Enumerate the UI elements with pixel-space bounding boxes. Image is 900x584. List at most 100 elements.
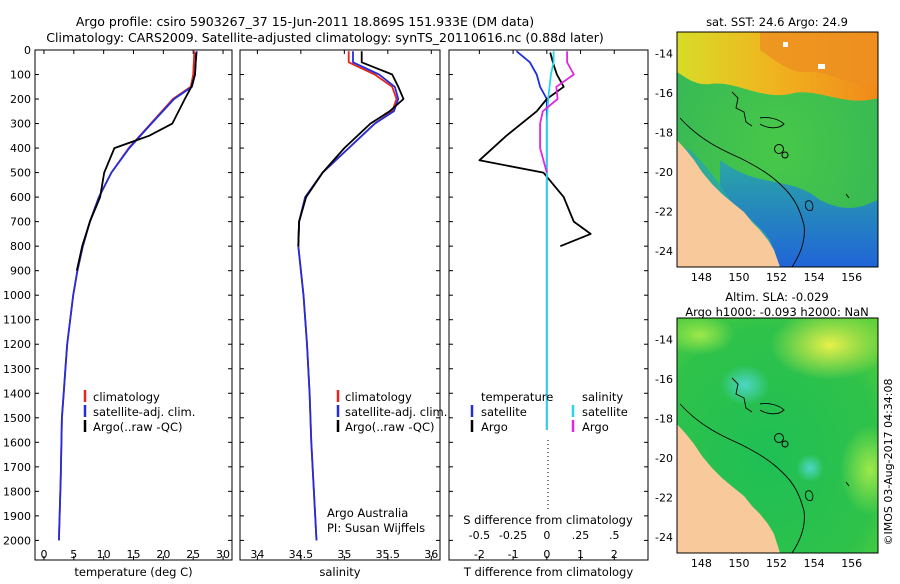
- legend-label-climatology: climatology: [345, 390, 412, 404]
- temperature-panel-legend: climatology satellite-adj. clim. Argo(..…: [83, 390, 195, 434]
- map-x-tick-label: 154: [804, 271, 825, 284]
- series-line-temperature-argo: [478, 52, 592, 248]
- series-line-salinity-argo: [539, 51, 575, 173]
- legend-label-argo: Argo(..raw -QC): [345, 420, 435, 434]
- sst-map-title: sat. SST: 24.6 Argo: 24.9: [706, 15, 848, 29]
- sst-cloud-gap: [783, 42, 788, 47]
- x-tick-label: 25: [186, 548, 200, 561]
- x-tick-label: 36: [424, 548, 438, 561]
- difference-panel-frame: [448, 49, 649, 561]
- map-x-tick-label: 150: [728, 557, 749, 570]
- sla-argo-marker: [774, 433, 784, 443]
- series-line-argo-raw-qc-: [297, 51, 405, 247]
- sla-reef-outline: [731, 377, 785, 415]
- sla-argo-marker-outer: [781, 440, 789, 448]
- x-axis-label: temperature (deg C): [74, 565, 192, 579]
- x-axis-label: salinity: [319, 565, 360, 579]
- series-line-satellite-adj-clim-: [58, 51, 198, 541]
- sst-shelf-contour: [679, 117, 805, 267]
- panel-series-group: [58, 51, 198, 541]
- salinity-panel-legend: climatology satellite-adj. clim. Argo(..…: [336, 390, 447, 434]
- sla-shelf-contour: [679, 403, 805, 553]
- sla-map-subtitle: Argo h1000: -0.093 h2000: NaN: [685, 305, 869, 319]
- y-tick-label: 1800: [3, 485, 31, 498]
- credit-pi: PI: Susan Wijffels: [327, 521, 425, 535]
- x-axis-label: T difference from climatology: [463, 565, 634, 579]
- salinity-diff-tick-label: 0: [543, 529, 550, 542]
- sst-reef-patch: [805, 193, 850, 211]
- salinity-diff-tick-label: .25: [572, 529, 590, 542]
- sla-land: [677, 424, 780, 553]
- map-x-tick-label: 152: [766, 271, 787, 284]
- series-line-salinity-satellite: [545, 51, 555, 430]
- legend-label-salinity-argo: Argo: [582, 420, 609, 434]
- figure-title-line1: Argo profile: csiro 5903267_37 15-Jun-20…: [76, 14, 534, 29]
- sla-map-frame: [676, 317, 879, 554]
- credit-organisation: Argo Australia: [327, 506, 408, 520]
- y-tick-label: 900: [10, 265, 31, 278]
- y-tick-label: 0: [24, 44, 31, 57]
- sst-warm-core: [760, 32, 878, 84]
- legend-label-salinity-satellite: satellite: [582, 405, 628, 419]
- series-line-temperature-satellite: [515, 50, 548, 430]
- sla-high-region: [840, 425, 878, 515]
- y-tick-label: 1400: [3, 387, 31, 400]
- x-tick-label: 35.5: [376, 548, 401, 561]
- sla-map: [677, 318, 878, 553]
- sla-map-title: Altim. SLA: -0.029: [725, 290, 829, 304]
- y-tick-label: 1900: [3, 510, 31, 523]
- map-x-tick-label: 148: [691, 557, 712, 570]
- sst-map: [677, 32, 878, 267]
- map-y-tick-label: -18: [655, 127, 673, 140]
- legend-label-temperature-satellite: satellite: [481, 405, 527, 419]
- figure-title-line2: Climatology: CARS2009. Satellite-adjuste…: [46, 30, 603, 45]
- y-tick-label: 100: [10, 69, 31, 82]
- y-tick-label: 1700: [3, 461, 31, 474]
- sst-cloud-gap: [818, 64, 825, 69]
- profile-lines-layer: [58, 50, 592, 541]
- x-tick-label: 34.5: [289, 548, 314, 561]
- series-line-climatology: [58, 51, 196, 541]
- x-tick-label: 0: [543, 548, 550, 561]
- legend-label-satellite-adj: satellite-adj. clim.: [93, 405, 195, 419]
- map-x-tick-label: 156: [841, 271, 862, 284]
- x-tick-label: 20: [156, 548, 170, 561]
- map-y-tick-label: -20: [655, 166, 673, 179]
- y-tick-label: 2000: [3, 534, 31, 547]
- difference-panel-legend: temperature satellite Argo salinity sate…: [470, 390, 628, 434]
- sst-reef-outline: [731, 91, 785, 129]
- legend-label-climatology: climatology: [93, 390, 160, 404]
- sst-argo-marker: [774, 144, 784, 154]
- map-x-tick-label: 156: [841, 557, 862, 570]
- sla-low-region: [796, 454, 824, 482]
- map-y-tick-label: -24: [655, 531, 673, 544]
- y-tick-label: 1300: [3, 363, 31, 376]
- x-tick-label: 30: [216, 548, 230, 561]
- y-tick-label: 400: [10, 142, 31, 155]
- legend-label-argo: Argo(..raw -QC): [93, 420, 183, 434]
- x-tick-label: 0: [40, 548, 47, 561]
- y-tick-label: 1200: [3, 338, 31, 351]
- y-tick-label: 700: [10, 216, 31, 229]
- y-tick-label: 500: [10, 167, 31, 180]
- sla-high-region: [770, 318, 878, 380]
- y-tick-label: 300: [10, 118, 31, 131]
- map-y-tick-label: -22: [655, 492, 673, 505]
- salinity-diff-tick-label: .5: [609, 529, 620, 542]
- map-x-tick-label: 150: [728, 271, 749, 284]
- panel-series-group: [478, 50, 592, 430]
- x-tick-label: -1: [508, 548, 519, 561]
- x-tick-label: 15: [127, 548, 141, 561]
- x-tick-label: 10: [97, 548, 111, 561]
- imos-timestamp: ©IMOS 03-Aug-2017 04:34:08: [882, 379, 895, 546]
- sst-land: [677, 140, 780, 267]
- x-tick-label: 2: [611, 548, 618, 561]
- salinity-diff-tick-label: -0.5: [469, 529, 490, 542]
- y-tick-label: 1000: [3, 289, 31, 302]
- map-x-tick-label: 154: [804, 557, 825, 570]
- y-tick-label: 1600: [3, 436, 31, 449]
- y-tick-label: 800: [10, 240, 31, 253]
- map-y-tick-label: -16: [655, 87, 673, 100]
- map-y-tick-label: -18: [655, 413, 673, 426]
